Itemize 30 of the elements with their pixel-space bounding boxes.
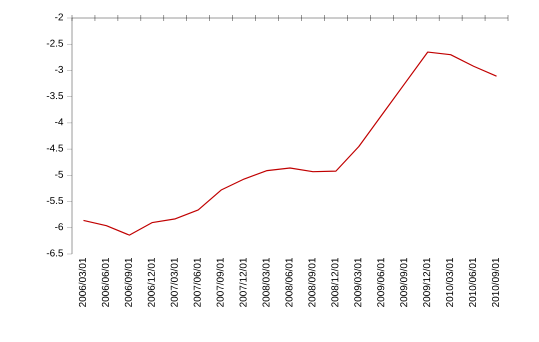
x-tick-label: 2007/03/01 <box>170 258 178 307</box>
x-tick-label: 2006/06/01 <box>102 258 109 307</box>
y-tick-label: -6 <box>55 223 64 230</box>
x-tick-label: 2009/12/01 <box>422 258 430 307</box>
x-tick-label: 2008/09/01 <box>308 258 316 307</box>
x-tick-label: 2009/06/01 <box>376 258 384 307</box>
line-series <box>82 51 498 236</box>
x-tick-label: 2007/06/01 <box>193 258 201 307</box>
y-tick-label: -5.5 <box>46 197 64 204</box>
x-tick-label: 2008/12/01 <box>331 258 338 307</box>
x-tick-label: 2008/03/01 <box>262 258 270 307</box>
x-tick-label: 2008/06/01 <box>285 258 292 307</box>
x-tick-label: 2009/03/01 <box>354 258 362 307</box>
y-tick-label: -3.5 <box>46 92 64 100</box>
x-tick-label: 2007/12/01 <box>239 258 247 307</box>
y-tick-label: -6.5 <box>46 249 64 256</box>
x-tick-label: 2009/09/01 <box>400 258 408 307</box>
y-tick-label: -4.5 <box>46 144 64 152</box>
y-tick-label: -4 <box>55 118 64 126</box>
x-tick-label: 2006/03/01 <box>78 258 86 307</box>
y-tick-label: -3 <box>55 66 64 73</box>
y-tick-label: -2.5 <box>46 40 64 47</box>
x-tick-label: 2010/03/01 <box>446 258 454 307</box>
x-tick-label: 2007/09/01 <box>216 258 224 307</box>
y-tick-label: -5 <box>55 170 64 178</box>
x-tick-label: 2010/09/01 <box>492 258 500 307</box>
x-tick-label: 2006/12/01 <box>147 258 155 307</box>
x-tick-label: 2010/06/01 <box>468 258 476 307</box>
y-tick-label: -2 <box>55 13 63 20</box>
x-tick-label: 2006/09/01 <box>124 258 132 307</box>
